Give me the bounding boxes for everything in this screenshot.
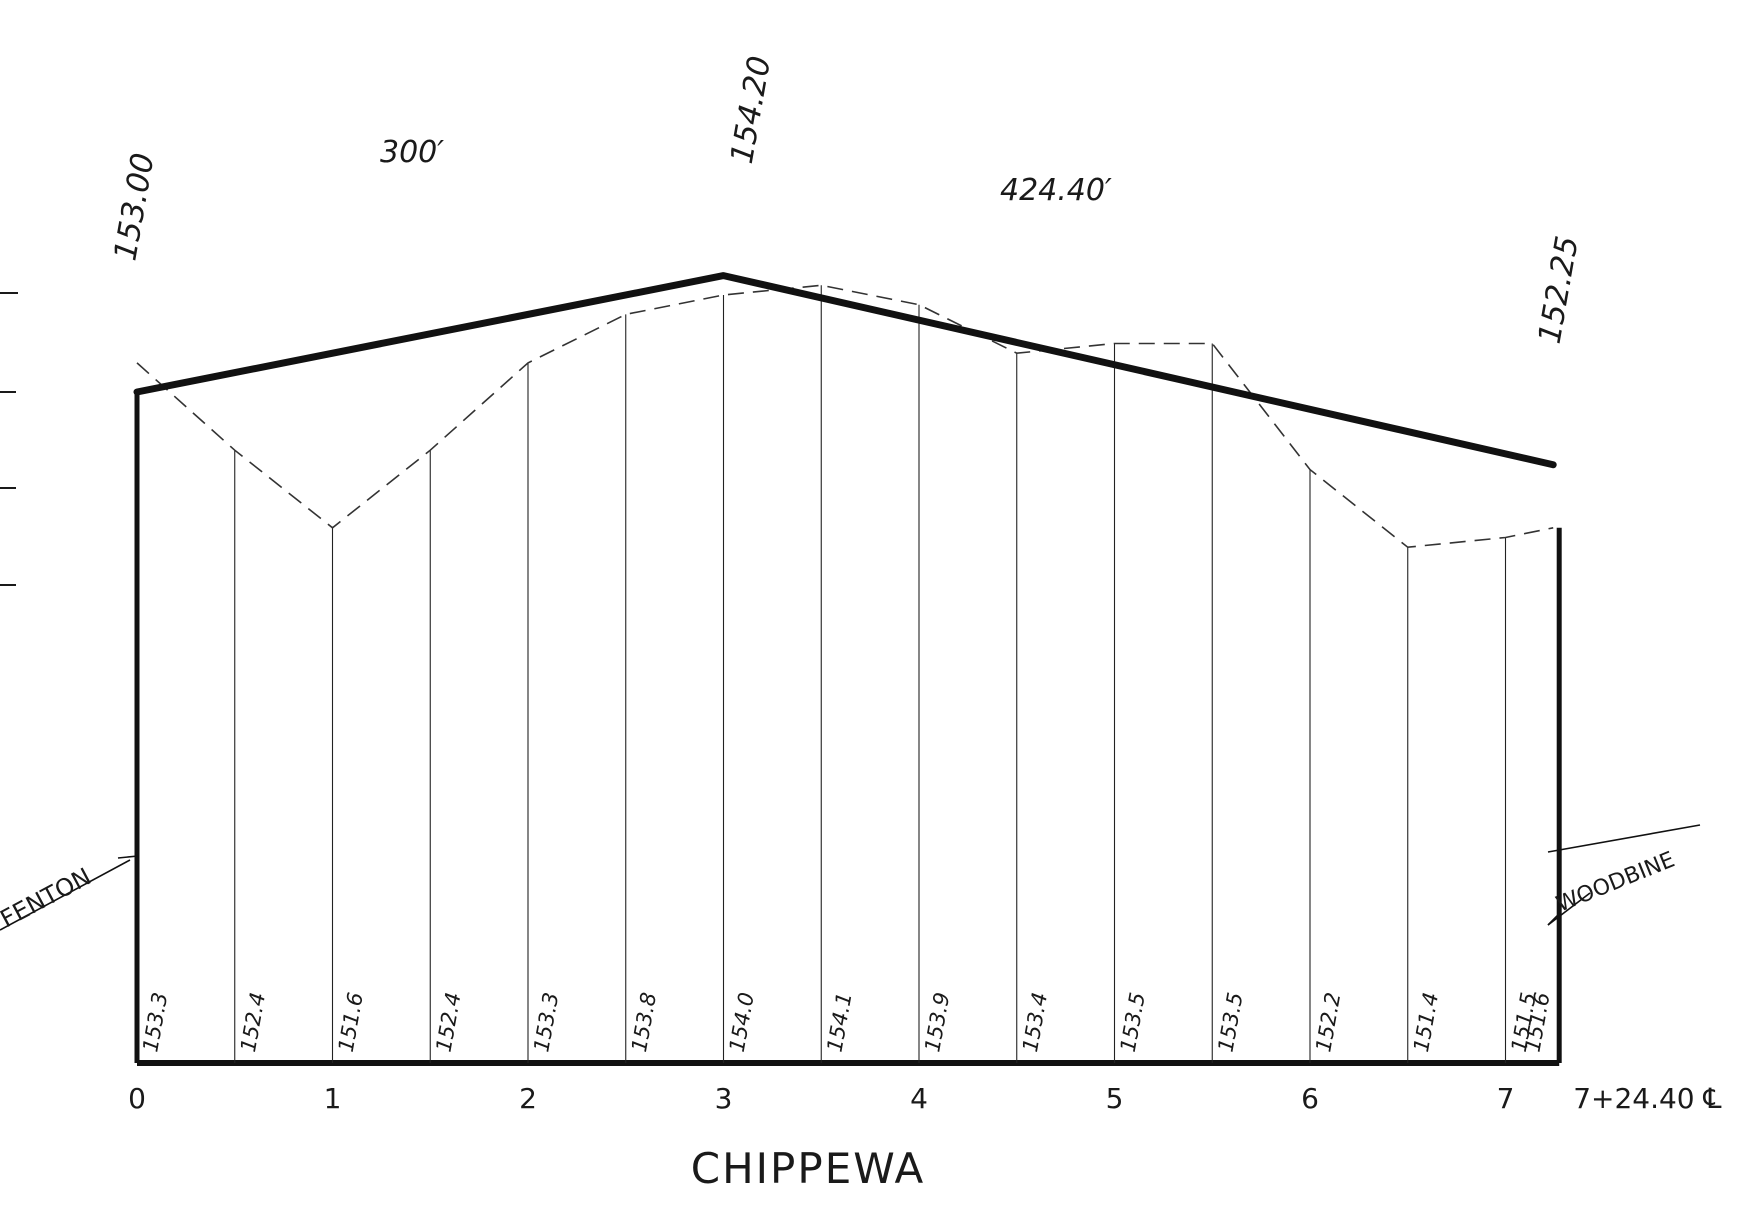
proposed-grade-line — [133, 272, 1557, 469]
station-tick-label: 7+24.40 ℄ — [1573, 1082, 1721, 1115]
chart-title: CHIPPEWA — [691, 1144, 925, 1193]
station-tick-label: 7 — [1497, 1082, 1515, 1115]
station-tick-labels: 0 1 2 3 4 5 6 7 7+24.40 ℄ — [128, 1082, 1721, 1115]
station-tick-label: 3 — [715, 1082, 733, 1115]
station-tick-label: 0 — [128, 1082, 146, 1115]
ground-elevation-label: 153.5 — [1116, 990, 1150, 1053]
ground-elevation-label: 153.4 — [1018, 990, 1052, 1053]
ground-elevation-label: 153.3 — [529, 990, 563, 1053]
right-street-label: WOODBINE — [1553, 847, 1679, 917]
ground-elevation-label: 153.3 — [138, 990, 172, 1053]
ground-elevation-label: 151.4 — [1409, 990, 1443, 1053]
ground-elevation-label: 153.8 — [627, 990, 661, 1053]
ground-elevation-label: 154.0 — [725, 990, 759, 1053]
left-street-callout: FENTON — [0, 855, 139, 933]
station-tick-label: 1 — [324, 1082, 342, 1115]
ground-elevation-label: 152.4 — [432, 990, 466, 1053]
grade-elevation-label: 154.20 — [724, 53, 778, 166]
ground-elevation-labels: 153.3 152.4 151.6 152.4 153.3 153.8 154.0 154.1… — [138, 990, 1554, 1053]
ground-elevation-label: 151.6 — [334, 990, 368, 1053]
station-tick-label: 6 — [1301, 1082, 1319, 1115]
segment-length-2: 424.40′ — [1000, 173, 1112, 208]
station-tick-label: 4 — [910, 1082, 928, 1115]
left-street-label: FENTON — [0, 862, 96, 933]
station-tick-label: 2 — [519, 1082, 537, 1115]
station-lines — [234, 285, 1507, 1063]
station-tick-label: 5 — [1106, 1082, 1124, 1115]
segment-length-1: 300′ — [380, 135, 444, 170]
left-margin-ticks — [0, 292, 18, 586]
right-street-callout: WOODBINE — [1547, 824, 1701, 926]
grade-elevation-label: 152.25 — [1532, 233, 1586, 346]
ground-elevation-label: 153.5 — [1214, 990, 1248, 1053]
ground-elevation-label: 152.2 — [1311, 990, 1345, 1053]
ground-elevation-label: 152.4 — [236, 990, 270, 1053]
grade-elevation-label: 153.00 — [107, 150, 161, 263]
ground-elevation-label: 154.1 — [823, 990, 857, 1053]
ground-elevation-label: 153.9 — [920, 990, 954, 1053]
grade-profile-line — [133, 272, 1557, 469]
